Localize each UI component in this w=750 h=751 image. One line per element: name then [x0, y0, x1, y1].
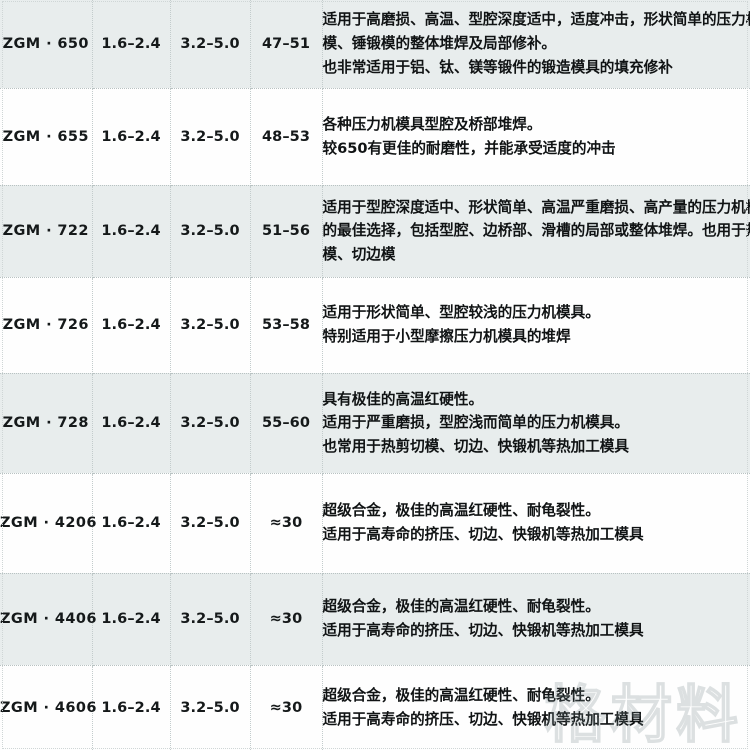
- cell-hardness: 51–56: [250, 185, 322, 277]
- cell-grade: ZGM · 726: [0, 277, 92, 373]
- description-line: 也非常适用于铝、钛、镁等锻件的锻造模具的填充修补: [323, 56, 750, 80]
- cell-diameter: 1.6–2.4: [92, 88, 170, 185]
- description-line: 适用于高寿命的挤压、切边、快锻机等热加工模具: [323, 523, 750, 547]
- cell-description: 适用于型腔深度适中、形状简单、高温严重磨损、高产量的压力机模具的最佳选择，包括型…: [322, 185, 750, 277]
- cell-hardness: 47–51: [250, 0, 322, 88]
- cell-hardness: 55–60: [250, 373, 322, 473]
- cell-diameter: 1.6–2.4: [92, 0, 170, 88]
- cell-current: 3.2–5.0: [170, 185, 250, 277]
- description-line: 模、锤锻模的整体堆焊及局部修补。: [323, 32, 750, 56]
- cell-diameter: 1.6–2.4: [92, 277, 170, 373]
- description-line: 适用于高寿命的挤压、切边、快锻机等热加工模具: [323, 708, 750, 732]
- cell-diameter: 1.6–2.4: [92, 573, 170, 665]
- cell-current: 3.2–5.0: [170, 0, 250, 88]
- cell-hardness: 53–58: [250, 277, 322, 373]
- cell-diameter: 1.6–2.4: [92, 373, 170, 473]
- cell-grade: ZGM · 4206: [0, 473, 92, 573]
- description-line: 适用于严重磨损，型腔浅而简单的压力机模具。: [323, 411, 750, 435]
- description-line: 超级合金，极佳的高温红硬性、耐龟裂性。: [323, 595, 750, 619]
- cell-hardness: ≈30: [250, 573, 322, 665]
- description-line: 较650有更佳的耐磨性，并能承受适度的冲击: [323, 137, 750, 161]
- cell-description: 超级合金，极佳的高温红硬性、耐龟裂性。适用于高寿命的挤压、切边、快锻机等热加工模…: [322, 573, 750, 665]
- cell-grade: ZGM · 722: [0, 185, 92, 277]
- description-line: 各种压力机模具型腔及桥部堆焊。: [323, 113, 750, 137]
- description-line: 特别适用于小型摩擦压力机模具的堆焊: [323, 325, 750, 349]
- cell-diameter: 1.6–2.4: [92, 665, 170, 750]
- cell-description: 具有极佳的高温红硬性。适用于严重磨损，型腔浅而简单的压力机模具。也常用于热剪切模…: [322, 373, 750, 473]
- cell-current: 3.2–5.0: [170, 277, 250, 373]
- description-line: 适用于型腔深度适中、形状简单、高温严重磨损、高产量的压力机模具: [323, 196, 750, 220]
- cell-description: 各种压力机模具型腔及桥部堆焊。较650有更佳的耐磨性，并能承受适度的冲击: [322, 88, 750, 185]
- cell-diameter: 1.6–2.4: [92, 473, 170, 573]
- description-line: 超级合金，极佳的高温红硬性、耐龟裂性。: [323, 499, 750, 523]
- cell-diameter: 1.6–2.4: [92, 185, 170, 277]
- description-line: 适用于形状简单、型腔较浅的压力机模具。: [323, 301, 750, 325]
- cell-current: 3.2–5.0: [170, 373, 250, 473]
- cell-hardness: ≈30: [250, 665, 322, 750]
- description-line: 具有极佳的高温红硬性。: [323, 388, 750, 412]
- cell-description: 适用于高磨损、高温、型腔深度适中，适度冲击，形状简单的压力机模、锤锻模的整体堆焊…: [322, 0, 750, 88]
- cell-hardness: ≈30: [250, 473, 322, 573]
- cell-current: 3.2–5.0: [170, 473, 250, 573]
- description-line: 超级合金，极佳的高温红硬性、耐龟裂性。: [323, 684, 750, 708]
- cell-description: 适用于形状简单、型腔较浅的压力机模具。特别适用于小型摩擦压力机模具的堆焊: [322, 277, 750, 373]
- cell-grade: ZGM · 4406: [0, 573, 92, 665]
- cell-current: 3.2–5.0: [170, 88, 250, 185]
- cell-grade: ZGM · 4606: [0, 665, 92, 750]
- description-line: 的最佳选择，包括型腔、边桥部、滑槽的局部或整体堆焊。也用于热切: [323, 219, 750, 243]
- cell-hardness: 48–53: [250, 88, 322, 185]
- cell-grade: ZGM · 728: [0, 373, 92, 473]
- description-line: 适用于高寿命的挤压、切边、快锻机等热加工模具: [323, 619, 750, 643]
- cell-current: 3.2–5.0: [170, 665, 250, 750]
- cell-description: 超级合金，极佳的高温红硬性、耐龟裂性。适用于高寿命的挤压、切边、快锻机等热加工模…: [322, 665, 750, 750]
- description-line: 也常用于热剪切模、切边、快锻机等热加工模具: [323, 435, 750, 459]
- cell-current: 3.2–5.0: [170, 573, 250, 665]
- cell-description: 超级合金，极佳的高温红硬性、耐龟裂性。适用于高寿命的挤压、切边、快锻机等热加工模…: [322, 473, 750, 573]
- cell-grade: ZGM · 655: [0, 88, 92, 185]
- cell-grade: ZGM · 650: [0, 0, 92, 88]
- description-line: 适用于高磨损、高温、型腔深度适中，适度冲击，形状简单的压力机: [323, 8, 750, 32]
- description-line: 模、切边模: [323, 243, 750, 267]
